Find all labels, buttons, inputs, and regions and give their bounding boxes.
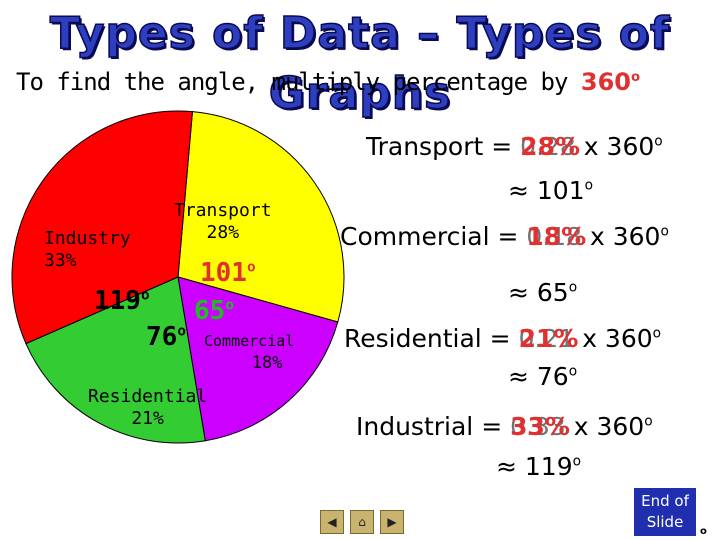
home-icon: ⌂ — [358, 515, 366, 529]
transport-label: Transport 28% — [174, 200, 272, 243]
equation-industrial: Industrial = 0.33 33% x 360o — [356, 412, 653, 441]
end-of-slide-line1: End of — [641, 492, 689, 510]
slide-title: Types of Data – Types of Graphs — [49, 7, 671, 120]
subtitle-value: 360o — [580, 68, 641, 96]
pie-slice-transport — [177, 111, 345, 323]
equation-residential: Residential = 0.21 21% x 360o — [344, 324, 662, 353]
subtitle-text: To find the angle, multiply percentage b… — [16, 68, 568, 96]
result-transport: ≈ 101o — [508, 176, 594, 205]
commercial-label: Commercial 18% — [204, 332, 295, 373]
pie-slice-industry — [11, 110, 194, 345]
pie-slice-commercial — [177, 276, 339, 442]
transport-angle: 101o — [200, 258, 256, 288]
end-of-slide-line2: Slide — [646, 513, 684, 531]
back-nav-button[interactable]: ◀ — [320, 510, 344, 534]
result-residential: ≈ 76o — [508, 362, 578, 391]
forward-arrow-icon: ▶ — [387, 515, 397, 529]
residential-angle: 76o — [146, 322, 186, 352]
subtitle: To find the angle, multiply percentage b… — [16, 68, 640, 96]
commercial-angle: 65o — [194, 296, 234, 326]
pie-slice-residential — [25, 276, 206, 444]
equation-transport: Transport = 0.28 28% x 360o — [366, 132, 663, 161]
forward-nav-button[interactable]: ▶ — [380, 510, 404, 534]
result-industrial: ≈ 119o — [496, 452, 582, 481]
back-arrow-icon: ◀ — [327, 515, 337, 529]
residential-label: Residential 21% — [88, 386, 208, 429]
result-commercial: ≈ 65o — [508, 278, 578, 307]
home-nav-button[interactable]: ⌂ — [350, 510, 374, 534]
corner-mark: o — [700, 526, 707, 537]
industry-angle: 119o — [94, 286, 150, 316]
equation-commercial: Commercial = 0.18 18% x 360o — [340, 222, 669, 251]
end-of-slide-button[interactable]: End of Slide — [634, 488, 696, 536]
industry-label: Industry 33% — [44, 228, 131, 271]
